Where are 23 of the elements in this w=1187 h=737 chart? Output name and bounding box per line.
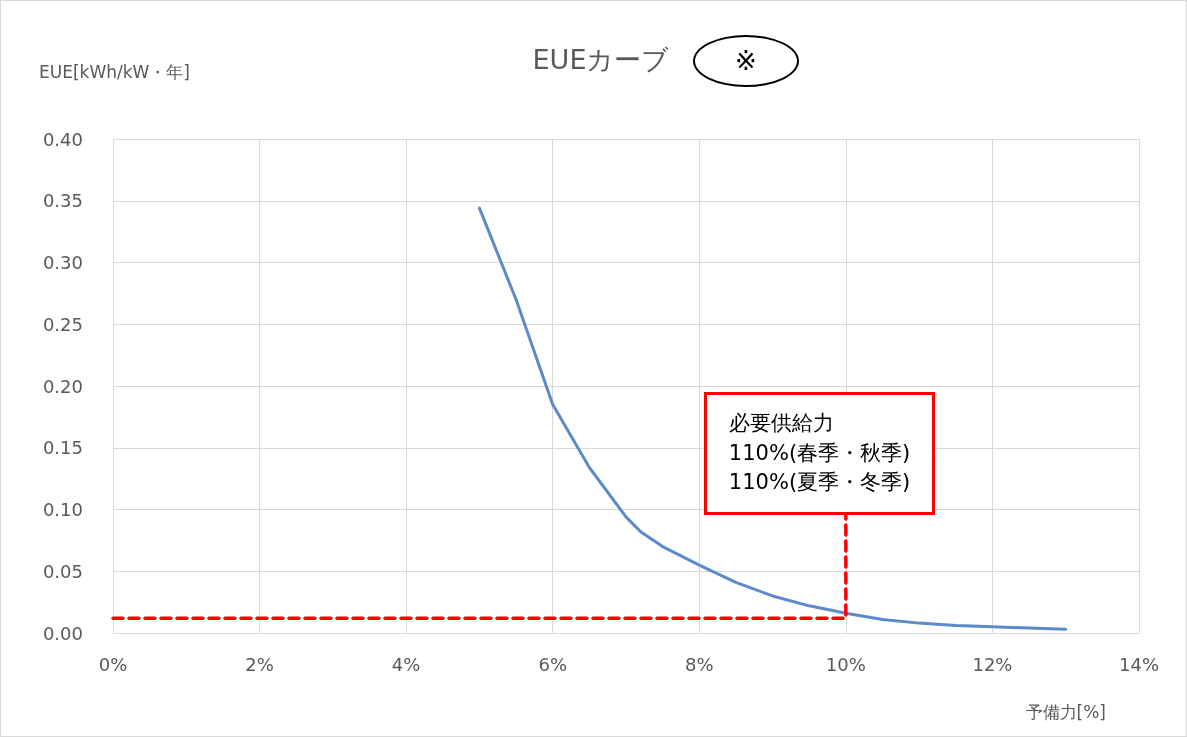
y-tick-label: 0.25 bbox=[42, 313, 83, 335]
x-tick-label: 8% bbox=[685, 653, 714, 675]
line-series bbox=[477, 206, 1068, 631]
y-tick-label: 0.40 bbox=[42, 128, 83, 150]
chart-title: EUEカーブ bbox=[532, 44, 670, 75]
y-tick-label: 0.20 bbox=[42, 375, 83, 397]
x-tick-label: 14% bbox=[1118, 653, 1160, 675]
y-axis-title: EUE[kWh/kW・年] bbox=[39, 61, 190, 84]
y-tick-label: 0.00 bbox=[42, 622, 83, 644]
y-tick-label: 0.30 bbox=[42, 252, 83, 273]
x-tick-label: 0% bbox=[98, 653, 128, 675]
x-axis-title: 予備力[%] bbox=[1025, 701, 1106, 724]
x-tick-label: 12% bbox=[972, 653, 1013, 675]
callout-box: 必要供給力 110%(春季・秋季) 110%(夏季・冬季) bbox=[703, 392, 936, 515]
y-tick-label: 0.05 bbox=[42, 560, 83, 582]
y-tick-label: 0.15 bbox=[42, 437, 83, 459]
y-tick-label: 0.35 bbox=[42, 190, 83, 212]
x-tick-label: 2% bbox=[245, 653, 274, 675]
x-tick-label: 10% bbox=[825, 653, 866, 675]
y-tick-label: 0.10 bbox=[42, 499, 83, 520]
ellipse-outline: ※ bbox=[693, 35, 799, 87]
x-tick-label: 4% bbox=[391, 653, 421, 675]
x-tick-label: 6% bbox=[538, 653, 567, 675]
